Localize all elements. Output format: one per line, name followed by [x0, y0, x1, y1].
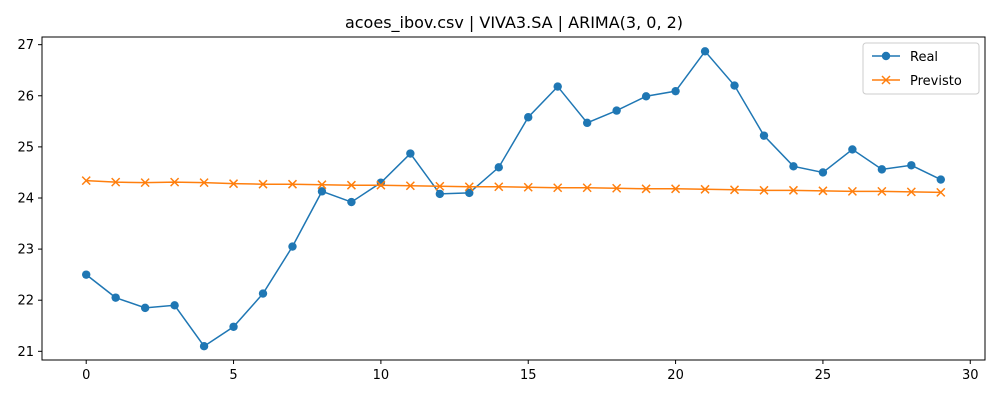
legend-item-real: Real [872, 50, 938, 65]
y-tick-label: 21 [17, 345, 34, 360]
data-point-previsto [405, 181, 415, 191]
legend-label-previsto: Previsto [910, 74, 962, 89]
data-point-previsto [788, 185, 798, 195]
data-point-real [759, 131, 769, 140]
data-point-previsto [229, 179, 239, 189]
series-layer [81, 47, 946, 351]
data-point-real [465, 188, 474, 198]
data-point-real [406, 149, 415, 158]
data-point-real [258, 289, 268, 298]
data-point-real [435, 189, 445, 199]
data-point-previsto [435, 181, 445, 191]
data-point-real [641, 92, 651, 101]
data-point-previsto [494, 182, 504, 192]
x-tick-label: 15 [520, 368, 537, 383]
y-tick-label: 27 [17, 38, 34, 53]
series-line-previsto [86, 179, 941, 194]
x-tick-label: 30 [962, 368, 979, 383]
data-point-previsto [936, 187, 946, 197]
data-point-real [494, 163, 503, 172]
data-point-real [612, 106, 621, 115]
plot-frame [41, 36, 986, 361]
y-tick-label: 26 [17, 89, 34, 104]
x-tick-label: 20 [667, 368, 684, 383]
data-point-previsto [906, 187, 916, 197]
y-tick-label: 25 [17, 140, 34, 155]
data-point-real [877, 165, 887, 174]
legend-label-real: Real [910, 50, 938, 65]
data-point-previsto [582, 183, 592, 193]
legend-marker-real [881, 51, 891, 61]
data-point-real [818, 168, 828, 177]
data-point-previsto [523, 182, 533, 192]
legend-item-previsto: Previsto [872, 74, 962, 89]
x-tick-label: 25 [815, 368, 832, 383]
data-point-real [288, 242, 297, 251]
data-point-previsto [287, 179, 298, 189]
data-point-previsto [376, 180, 386, 190]
axes: 0 5 10 15 20 25 30 21 22 23 24 25 26 27 [17, 36, 986, 383]
data-point-previsto [729, 185, 740, 195]
data-point-previsto [258, 179, 268, 189]
data-point-previsto [818, 186, 828, 196]
legend-marker-previsto [881, 75, 891, 85]
data-point-real [199, 342, 209, 351]
data-point-previsto [641, 184, 651, 194]
x-tick-label: 0 [82, 368, 90, 383]
data-point-real [789, 162, 798, 171]
y-tick-label: 23 [17, 243, 34, 258]
series-previsto [81, 176, 946, 197]
data-point-previsto [81, 176, 91, 186]
data-point-real [140, 303, 150, 313]
x-tick-label: 5 [229, 368, 237, 383]
data-point-real [671, 86, 680, 96]
chart-title: acoes_ibov.csv | VIVA3.SA | ARIMA(3, 0, … [345, 13, 683, 33]
data-point-previsto [612, 183, 622, 193]
data-point-previsto [317, 180, 327, 190]
data-point-real [730, 81, 739, 90]
data-point-real [111, 293, 120, 302]
data-point-real [907, 161, 916, 170]
data-point-previsto [759, 185, 769, 195]
data-point-real [317, 187, 327, 196]
data-point-real [82, 270, 91, 279]
data-point-real [229, 322, 238, 331]
data-point-real [524, 113, 533, 122]
data-point-real [936, 175, 945, 184]
x-tick-label: 10 [373, 368, 390, 383]
data-point-previsto [877, 186, 887, 196]
data-point-previsto [553, 183, 563, 193]
y-tick-label: 24 [17, 191, 34, 206]
data-point-previsto [346, 180, 356, 190]
data-point-previsto [464, 182, 474, 192]
data-point-previsto [111, 177, 121, 187]
data-point-previsto [170, 177, 180, 187]
data-point-real [848, 145, 857, 154]
data-point-previsto [199, 178, 209, 188]
data-point-real [553, 82, 562, 91]
data-point-real [700, 47, 710, 56]
series-real [82, 47, 945, 351]
data-point-previsto [140, 178, 150, 188]
data-point-real [170, 301, 179, 310]
series-line-real [85, 50, 942, 348]
data-point-real [582, 118, 592, 128]
data-point-previsto [700, 184, 710, 194]
legend: Real Previsto [862, 42, 980, 95]
data-point-previsto [671, 184, 681, 194]
data-point-real [347, 197, 356, 207]
data-point-previsto [847, 186, 857, 196]
y-tick-label: 22 [17, 294, 34, 309]
